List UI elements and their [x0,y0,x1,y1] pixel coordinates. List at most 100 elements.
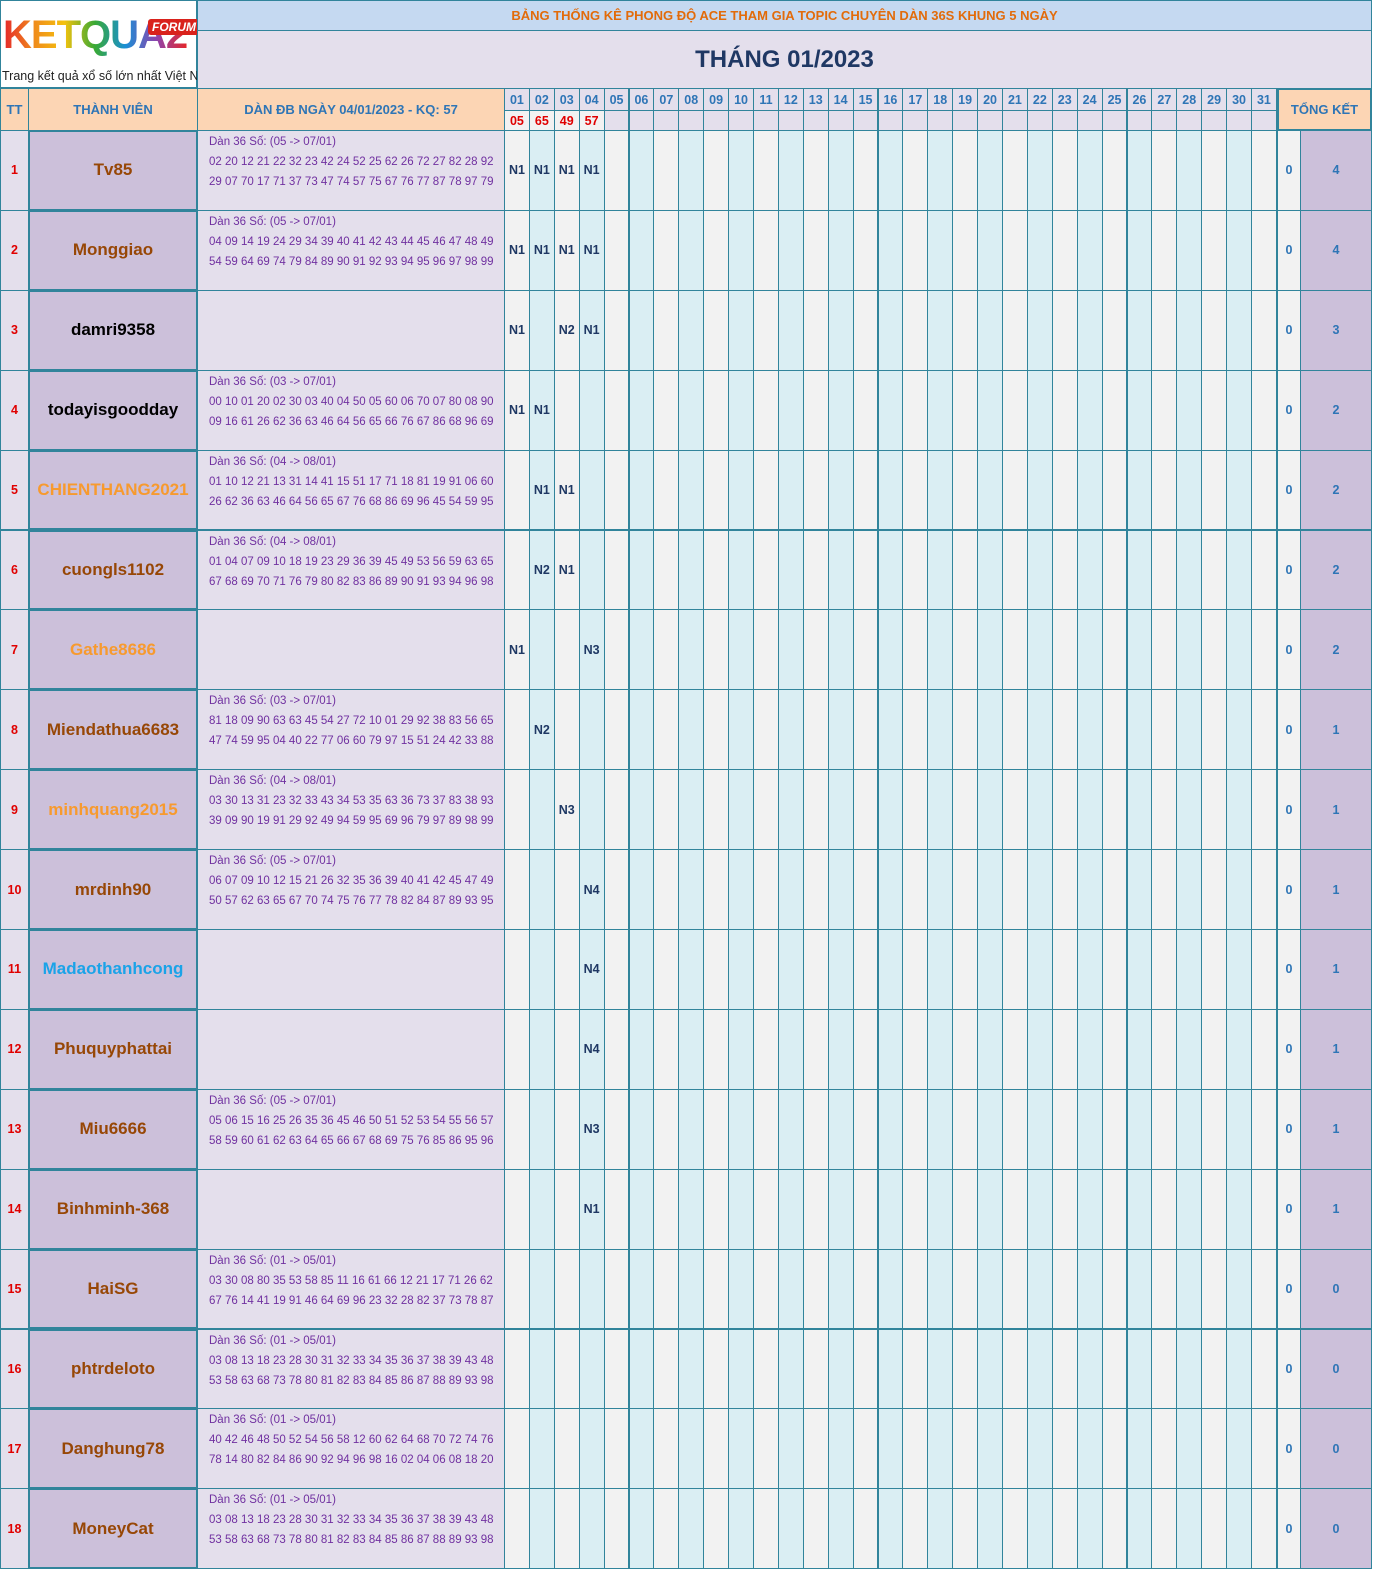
day-cell [728,1328,754,1410]
result: 65 [528,110,555,131]
member: phtrdeloto [28,1328,198,1410]
day-cell [603,529,630,611]
dan-numbers: 03 30 08 80 35 53 58 85 11 16 61 66 12 2… [209,1274,494,1307]
day-cell [827,1408,854,1490]
result: 49 [553,110,580,131]
day-header: 01 [504,88,530,111]
day-cell [653,1328,680,1410]
day-cell [1176,929,1203,1010]
day-cell [852,130,879,211]
dan: Dàn 36 Số: (01 -> 05/01) 03 08 13 18 23 2… [197,1328,505,1410]
day-cell [1076,289,1103,371]
day-cell [1076,1088,1103,1170]
day-cell [728,1488,754,1570]
day-cell [528,1328,555,1410]
member: Binhminh-368 [28,1168,198,1250]
day-cell [902,769,929,851]
day-cell [1176,369,1203,451]
day-cell [1201,1328,1228,1410]
day-cell [703,609,730,691]
day-cell [952,1008,979,1090]
day-cell [1201,1168,1228,1250]
day-cell [1026,929,1053,1010]
day-cell [1051,449,1078,531]
day-cell [753,1328,779,1410]
day-cell [1101,1168,1128,1250]
hit: N1 [578,1168,605,1250]
day-cell [504,1408,530,1490]
day-cell [1126,849,1153,930]
day-header: 19 [952,88,979,111]
dan: Dàn 36 Số: (01 -> 05/01) 03 30 08 80 35 5… [197,1248,505,1330]
day-cell [603,1008,630,1090]
day-cell [1051,1328,1078,1410]
day-cell [802,609,829,691]
day-cell [1126,609,1153,691]
day-cell [927,689,954,771]
day-cell [528,849,555,930]
day-cell [1226,1008,1252,1090]
day-cell [728,449,754,531]
day-header: 10 [728,88,754,111]
day-cell [1026,1088,1053,1170]
row-number: 5 [0,449,29,531]
hit: N1 [578,209,605,291]
day-cell [1051,1488,1078,1570]
day-cell [902,1008,929,1090]
day-cell [603,209,630,291]
day-cell [1226,849,1252,930]
day-cell [1051,609,1078,691]
day-header: 12 [777,88,804,111]
day-cell [678,609,705,691]
day-cell [827,769,854,851]
total: 1 [1300,1008,1372,1090]
day-cell [977,769,1003,851]
day-cell [753,1168,779,1250]
day-cell [977,849,1003,930]
result-empty [802,110,829,131]
day-cell [1226,1328,1252,1410]
col-total: TỔNG KẾT [1277,88,1372,131]
dan-numbers: 03 08 13 18 23 28 30 31 32 33 34 35 36 3… [209,1354,494,1387]
day-cell [1126,1088,1153,1170]
day-cell [1026,1168,1053,1250]
day-cell [703,289,730,371]
day-cell [1226,769,1252,851]
day-cell [1201,1248,1228,1330]
result-empty [1176,110,1203,131]
day-cell [952,1088,979,1170]
day-cell [877,1008,904,1090]
day-cell [1251,369,1277,451]
day-cell [1151,1248,1178,1330]
day-cell [902,209,929,291]
day-cell [802,130,829,211]
zero-count: 0 [1277,849,1301,930]
day-cell [852,1088,879,1170]
day-cell [977,1168,1003,1250]
day-cell [504,449,530,531]
day-cell [1226,449,1252,531]
day-cell [952,1488,979,1570]
day-cell [504,1088,530,1170]
day-cell [777,1488,804,1570]
day-cell [927,929,954,1010]
day-cell [1026,849,1053,930]
result-empty [927,110,954,131]
day-cell [927,769,954,851]
day-cell [902,369,929,451]
row-number: 14 [0,1168,29,1250]
day-cell [927,369,954,451]
day-cell [1051,1088,1078,1170]
day-cell [1126,1328,1153,1410]
day-cell [753,1088,779,1170]
day-cell [902,449,929,531]
day-cell [1151,369,1178,451]
day-cell [753,289,779,371]
day-cell [977,689,1003,771]
day-cell [1076,369,1103,451]
hit: N1 [553,130,580,211]
day-header: 09 [703,88,730,111]
dan-title: Dàn 36 Số: (04 -> 08/01) [209,535,336,548]
result-empty [1126,110,1153,131]
day-cell [1101,449,1128,531]
